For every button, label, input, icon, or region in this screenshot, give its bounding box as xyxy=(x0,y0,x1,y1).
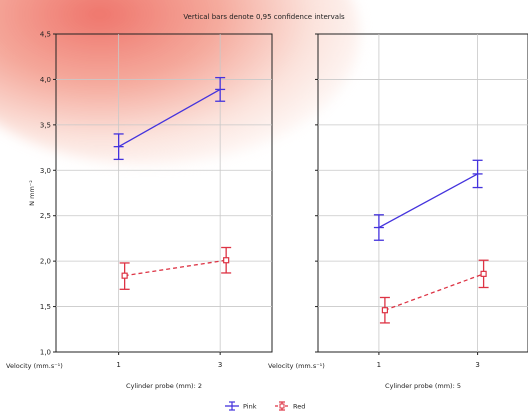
series-line-red xyxy=(124,259,227,277)
y-tick-label: 4,0 xyxy=(40,76,51,84)
data-point xyxy=(223,257,230,264)
x-tick-label: 1 xyxy=(116,361,120,369)
legend: Pink Red xyxy=(225,401,305,411)
y-axis-label: N mm⁻² xyxy=(28,180,36,206)
y-tick-label: 2,0 xyxy=(40,258,51,266)
plot-frame xyxy=(317,33,528,353)
y-tick-label: 4,5 xyxy=(40,31,51,39)
chart-title: Vertical bars denote 0,95 confidence int… xyxy=(183,13,345,21)
y-tick-label: 3,0 xyxy=(40,167,51,175)
x-tick-label: 3 xyxy=(218,361,222,369)
series-line-red xyxy=(384,273,484,311)
plot-panel-2: 1 3 Velocity (mm.s⁻¹) Cylinder probe (mm): … xyxy=(268,33,528,390)
x-tick-label: 1 xyxy=(377,361,381,369)
data-point xyxy=(480,270,487,277)
y-tick-label: 2,5 xyxy=(40,212,51,220)
x-axis-label: Velocity (mm.s⁻¹) xyxy=(6,362,63,370)
x-axis-label: Velocity (mm.s⁻¹) xyxy=(268,362,325,370)
plot-panel-1: 1,0 1,5 2,0 2,5 3,0 3,5 4,0 4,5 1 3 Velocity (mm.s… xyxy=(6,31,273,390)
legend-item-pink: Pink xyxy=(225,401,257,411)
legend-marker xyxy=(279,403,285,409)
data-point xyxy=(121,272,128,279)
legend-label: Pink xyxy=(243,403,257,411)
y-tick-label: 1,5 xyxy=(40,303,51,311)
plot-frame xyxy=(55,33,273,353)
legend-label: Red xyxy=(293,403,305,411)
series-line-pink xyxy=(378,173,478,229)
data-point xyxy=(381,307,388,314)
x-tick-label: 3 xyxy=(475,361,479,369)
series-line-pink xyxy=(118,88,221,148)
panel-label: Cylinder probe (mm): 2 xyxy=(126,382,202,390)
y-tick-label: 3,5 xyxy=(40,121,51,129)
y-tick-label: 1,0 xyxy=(40,349,51,357)
legend-item-red: Red xyxy=(275,401,305,411)
panel-label: Cylinder probe (mm): 5 xyxy=(385,382,461,390)
